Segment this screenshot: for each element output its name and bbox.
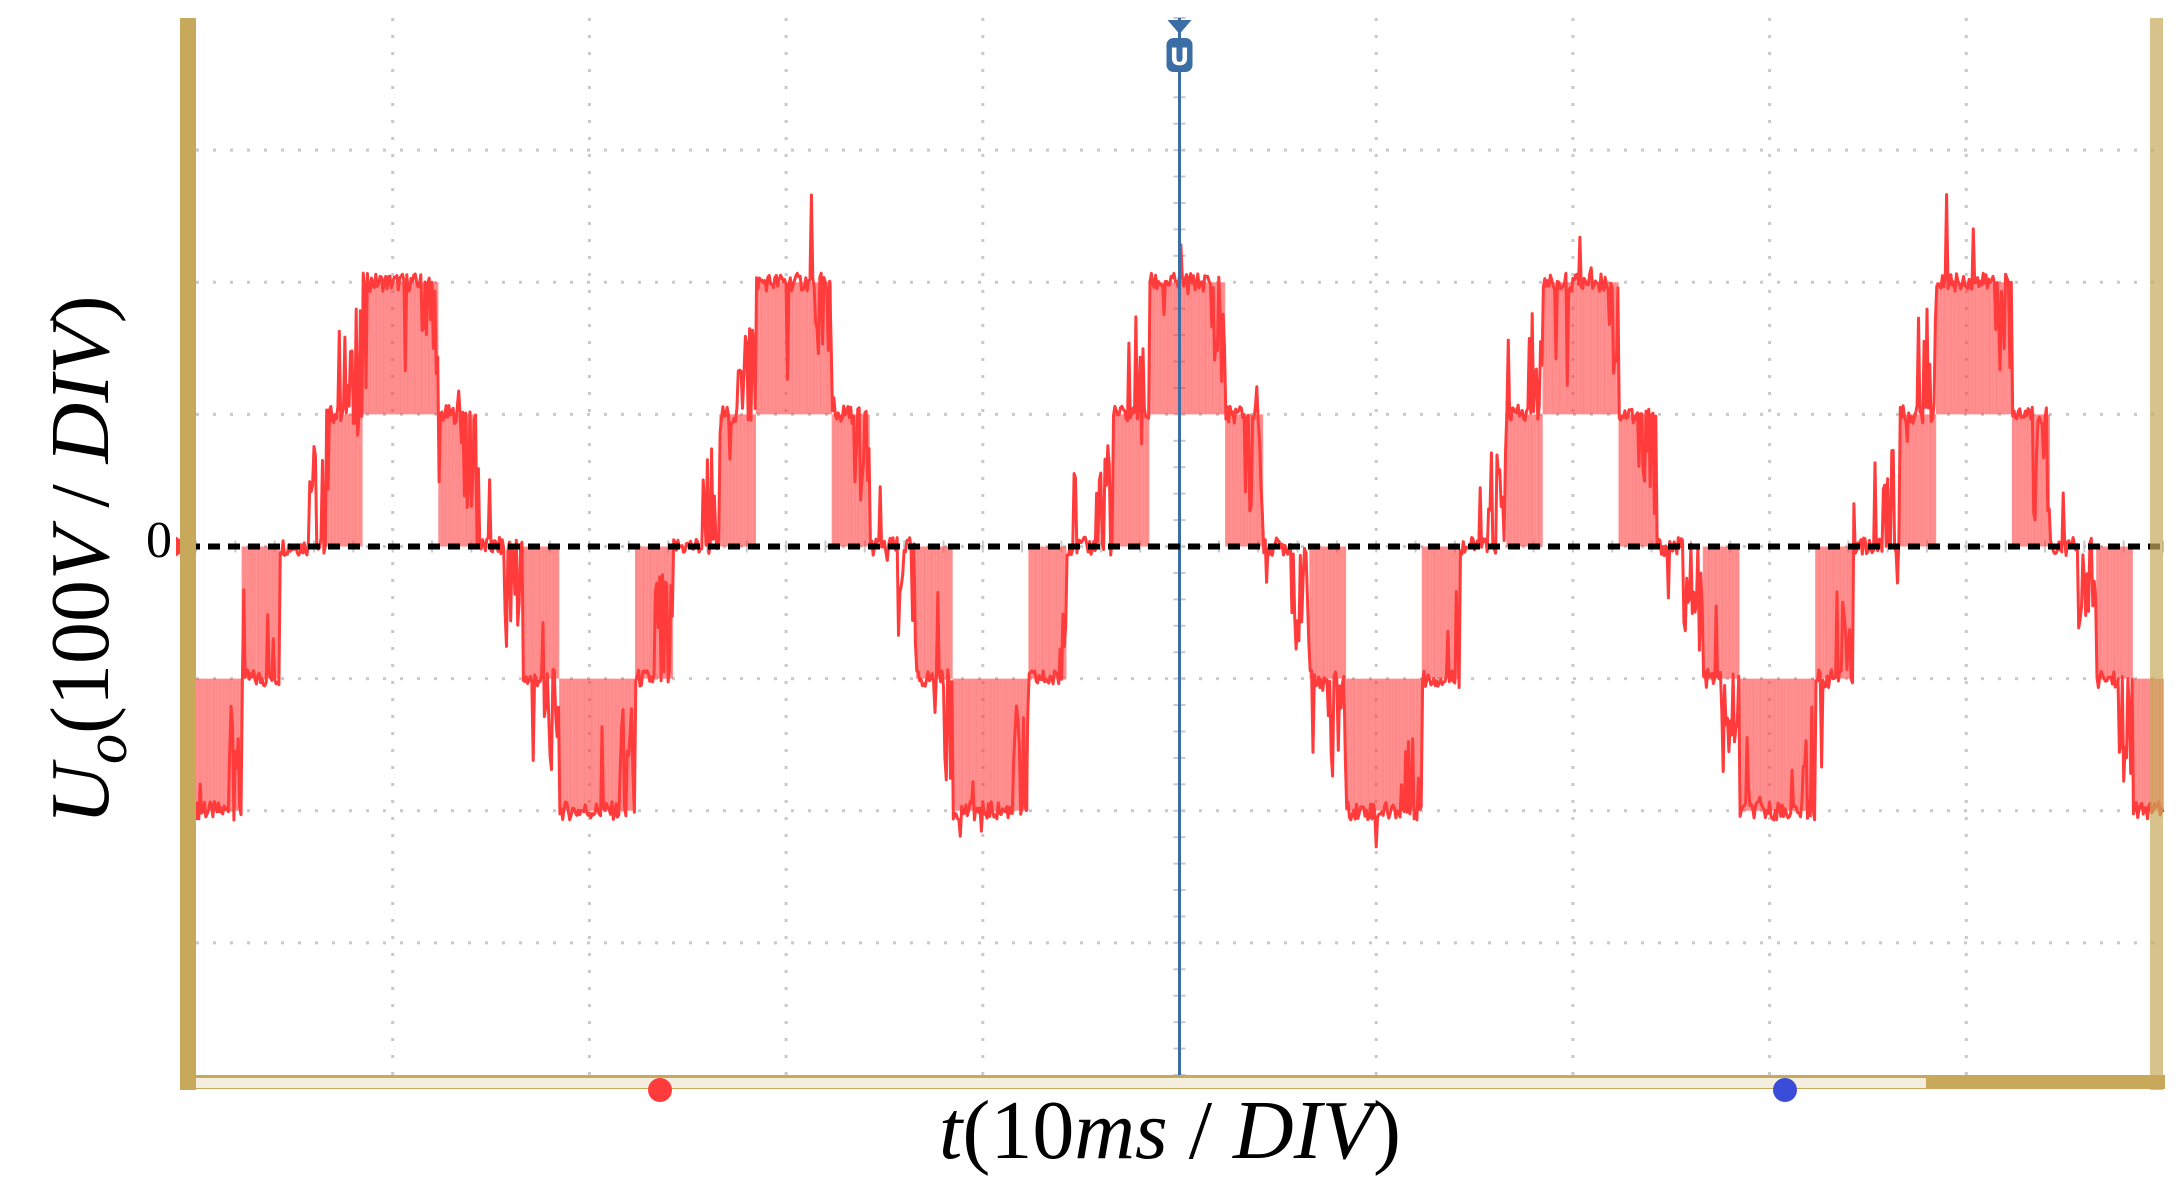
cursor-arrow-marker bbox=[1167, 20, 1192, 34]
y-label-unit: (100 bbox=[34, 580, 127, 734]
frame-left-bar bbox=[180, 18, 196, 1090]
scope-frame bbox=[180, 18, 2165, 1102]
x-axis-label: t(10ms / DIV) bbox=[939, 1084, 1401, 1177]
y-label-sep: / bbox=[34, 463, 127, 528]
zero-tick-label: 0 bbox=[146, 512, 172, 569]
frame-right-bar bbox=[2150, 18, 2163, 1090]
channel-1-indicator bbox=[648, 1078, 672, 1102]
x-label-div: DIV bbox=[1232, 1084, 1382, 1177]
x-label-unit: 10 bbox=[990, 1084, 1074, 1177]
x-label-unit-sub: ms bbox=[1074, 1084, 1167, 1177]
cursor-tag-glyph: U bbox=[1170, 43, 1190, 71]
channel-2-indicator bbox=[1773, 1078, 1797, 1102]
cursor-tag-marker bbox=[1166, 38, 1193, 72]
y-label-main: U bbox=[34, 759, 127, 825]
y-label-close: ) bbox=[34, 295, 127, 323]
x-label-open: ( bbox=[962, 1084, 990, 1177]
x-label-sep: / bbox=[1168, 1084, 1233, 1177]
x-label-close: ) bbox=[1373, 1084, 1401, 1177]
status-bar-strip bbox=[196, 1078, 1926, 1088]
y-label-div: DIV bbox=[34, 315, 127, 465]
y-label-sub: o bbox=[73, 734, 139, 764]
x-label-prefix: t bbox=[939, 1084, 965, 1177]
y-label-unit-v: V bbox=[34, 520, 127, 580]
y-axis-label: Uo(100V / DIV) bbox=[34, 295, 139, 824]
